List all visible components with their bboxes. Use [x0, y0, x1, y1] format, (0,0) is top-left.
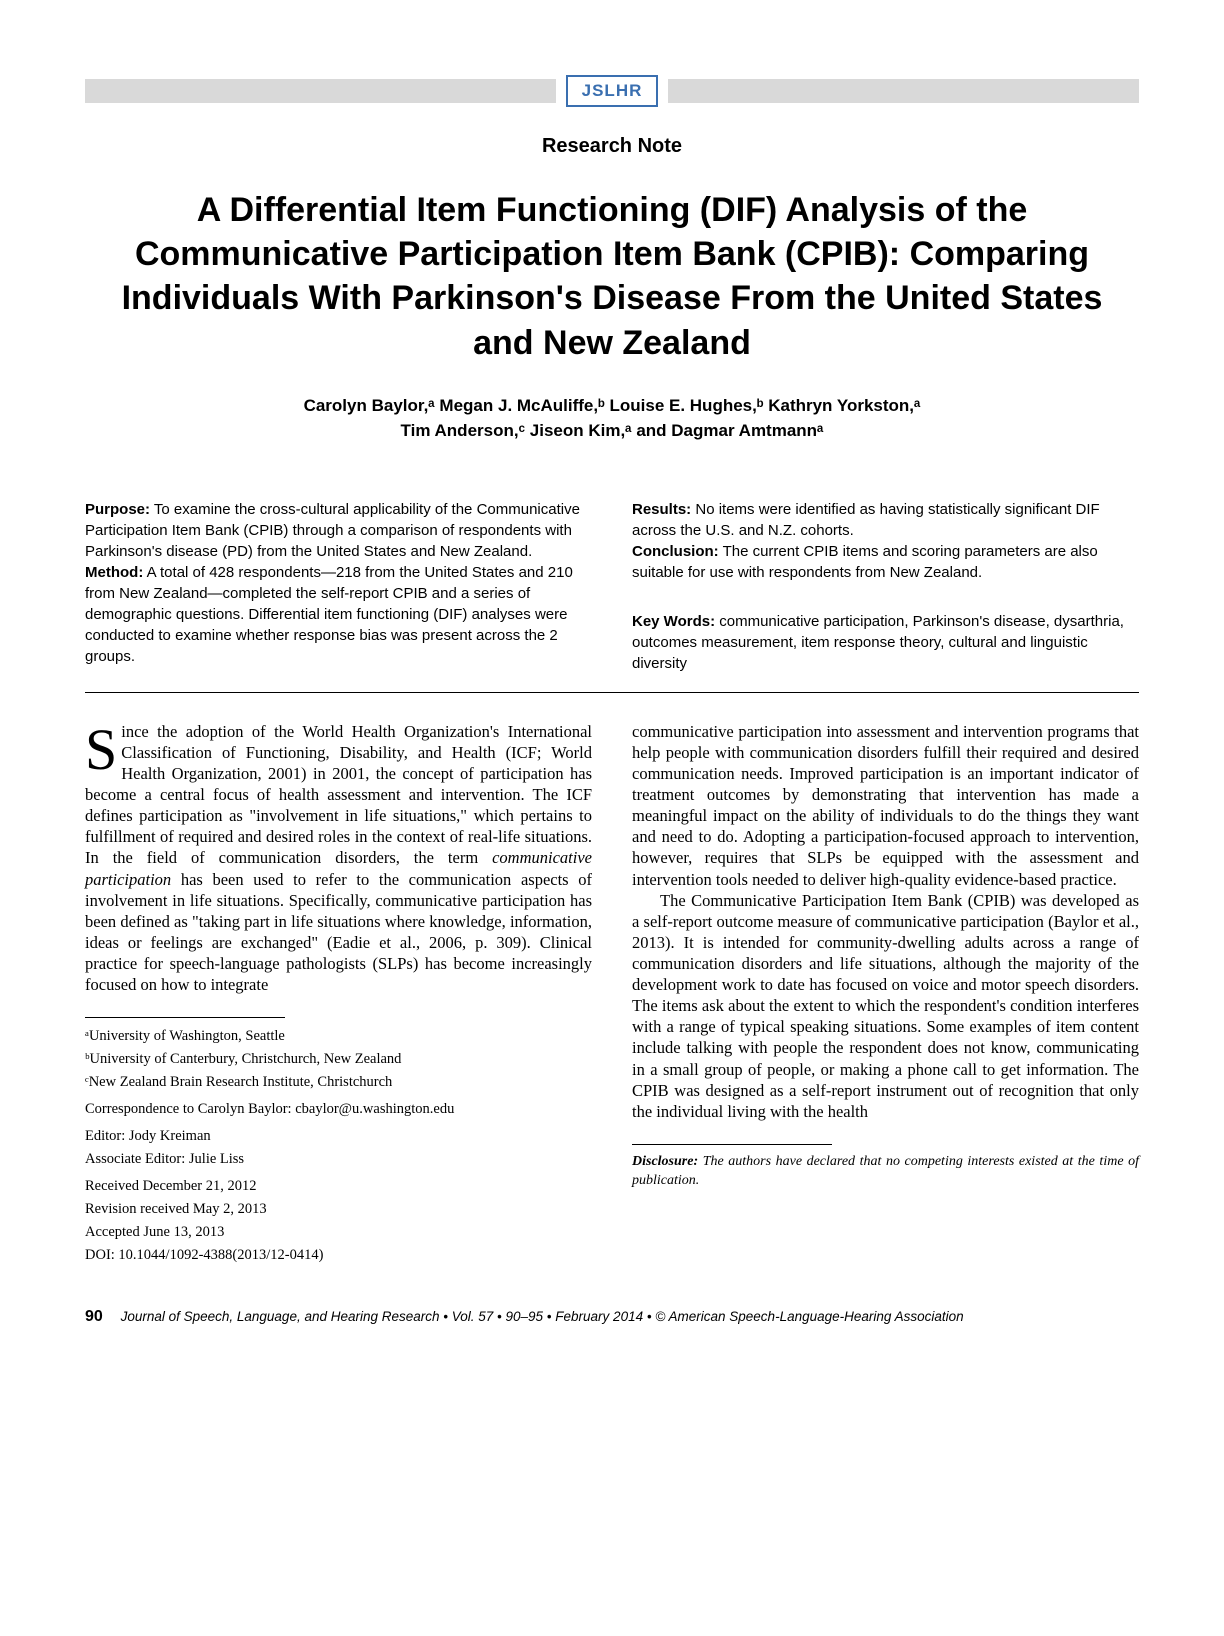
- body-left-col: Since the adoption of the World Health O…: [85, 721, 592, 1269]
- authors-line-1: Carolyn Baylor,ᵃ Megan J. McAuliffe,ᵇ Lo…: [85, 393, 1139, 419]
- article-title: A Differential Item Functioning (DIF) An…: [85, 188, 1139, 365]
- abstract-divider: [85, 692, 1139, 693]
- accepted-date: Accepted June 13, 2013: [85, 1222, 592, 1243]
- disclosure: Disclosure: The authors have declared th…: [632, 1153, 1139, 1191]
- revision-date: Revision received May 2, 2013: [85, 1199, 592, 1220]
- page-footer: 90 Journal of Speech, Language, and Hear…: [85, 1308, 1139, 1326]
- received-date: Received December 21, 2012: [85, 1176, 592, 1197]
- abstract-results: Results: No items were identified as hav…: [632, 499, 1139, 541]
- abstract-conclusion: Conclusion: The current CPIB items and s…: [632, 541, 1139, 583]
- results-label: Results:: [632, 501, 691, 518]
- results-text: No items were identified as having stati…: [632, 501, 1100, 539]
- authors-line-2: Tim Anderson,ᶜ Jiseon Kim,ᵃ and Dagmar A…: [85, 418, 1139, 444]
- footnote-divider-left: [85, 1017, 285, 1018]
- disclosure-text: The authors have declared that no compet…: [632, 1154, 1139, 1188]
- conclusion-label: Conclusion:: [632, 543, 719, 560]
- keywords-spacer: [632, 583, 1139, 611]
- assoc-editor-line: Associate Editor: Julie Liss: [85, 1149, 592, 1170]
- dropcap: S: [85, 721, 121, 774]
- editor-line: Editor: Jody Kreiman: [85, 1126, 592, 1147]
- authors-block: Carolyn Baylor,ᵃ Megan J. McAuliffe,ᵇ Lo…: [85, 393, 1139, 444]
- abstract-section: Purpose: To examine the cross-cultural a…: [85, 499, 1139, 674]
- body-paragraph-2: communicative participation into assessm…: [632, 721, 1139, 890]
- page-number: 90: [85, 1308, 103, 1325]
- header-gray-right: [668, 79, 1139, 103]
- body-paragraph-3: The Communicative Participation Item Ban…: [632, 890, 1139, 1122]
- footnotes-block: ᵃUniversity of Washington, Seattle ᵇUniv…: [85, 1026, 592, 1266]
- doi-line: DOI: 10.1044/1092-4388(2013/12-0414): [85, 1245, 592, 1266]
- affiliation-c: ᶜNew Zealand Brain Research Institute, C…: [85, 1072, 592, 1093]
- footnote-divider-right: [632, 1144, 832, 1145]
- abstract-left-col: Purpose: To examine the cross-cultural a…: [85, 499, 592, 674]
- page-container: JSLHR Research Note A Differential Item …: [0, 0, 1224, 1366]
- correspondence: Correspondence to Carolyn Baylor: cbaylo…: [85, 1099, 592, 1120]
- abstract-keywords: Key Words: communicative participation, …: [632, 611, 1139, 674]
- header-bar: JSLHR: [85, 75, 1139, 107]
- body-columns: Since the adoption of the World Health O…: [85, 721, 1139, 1269]
- method-text: A total of 428 respondents—218 from the …: [85, 564, 573, 665]
- article-type: Research Note: [85, 135, 1139, 158]
- abstract-right-col: Results: No items were identified as hav…: [632, 499, 1139, 674]
- body-paragraph-1: Since the adoption of the World Health O…: [85, 721, 592, 995]
- body-p1-part1: ince the adoption of the World Health Or…: [85, 722, 592, 868]
- disclosure-label: Disclosure:: [632, 1154, 698, 1169]
- footer-journal-info: Journal of Speech, Language, and Hearing…: [121, 1309, 964, 1324]
- abstract-method: Method: A total of 428 respondents—218 f…: [85, 562, 592, 667]
- purpose-label: Purpose:: [85, 501, 150, 518]
- method-label: Method:: [85, 564, 143, 581]
- body-right-col: communicative participation into assessm…: [632, 721, 1139, 1269]
- keywords-label: Key Words:: [632, 613, 715, 630]
- header-gray-left: [85, 79, 556, 103]
- affiliation-b: ᵇUniversity of Canterbury, Christchurch,…: [85, 1049, 592, 1070]
- affiliation-a: ᵃUniversity of Washington, Seattle: [85, 1026, 592, 1047]
- abstract-purpose: Purpose: To examine the cross-cultural a…: [85, 499, 592, 562]
- purpose-text: To examine the cross-cultural applicabil…: [85, 501, 580, 560]
- journal-abbrev-box: JSLHR: [566, 75, 659, 107]
